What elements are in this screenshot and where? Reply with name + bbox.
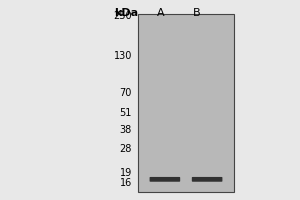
Text: 16: 16 <box>120 178 132 188</box>
Text: 28: 28 <box>120 144 132 154</box>
Text: 38: 38 <box>120 125 132 135</box>
Text: 51: 51 <box>120 108 132 118</box>
Text: 130: 130 <box>114 51 132 61</box>
Text: 19: 19 <box>120 168 132 178</box>
Text: A: A <box>157 8 164 18</box>
FancyBboxPatch shape <box>138 14 234 192</box>
FancyBboxPatch shape <box>150 177 180 182</box>
Text: 70: 70 <box>120 88 132 98</box>
Text: kDa: kDa <box>114 8 138 18</box>
Text: B: B <box>193 8 200 18</box>
Text: 250: 250 <box>113 11 132 21</box>
FancyBboxPatch shape <box>192 177 222 182</box>
